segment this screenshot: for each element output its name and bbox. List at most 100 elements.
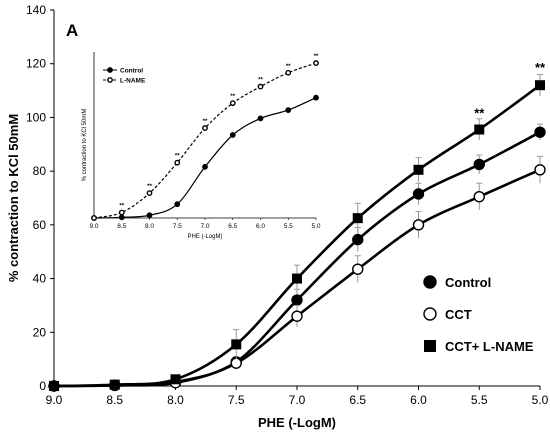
inset-data-point bbox=[118, 214, 125, 221]
inset-data-point bbox=[91, 215, 97, 221]
data-point bbox=[474, 124, 485, 135]
legend-item: CCT bbox=[423, 307, 472, 322]
inset-data-point bbox=[229, 132, 236, 138]
data-point bbox=[534, 126, 546, 138]
inset-significance-marker: ** bbox=[119, 203, 124, 209]
inset-data-point bbox=[313, 60, 319, 66]
inset-x-tick-label: 8.5 bbox=[117, 223, 126, 230]
inset-significance-marker: ** bbox=[314, 54, 319, 60]
x-axis-title: PHE (-LogM) bbox=[258, 415, 336, 430]
inset-legend-label: L-NAME bbox=[120, 78, 146, 85]
y-tick-label: 60 bbox=[33, 218, 47, 232]
inset-data-point bbox=[202, 125, 208, 131]
legend-marker bbox=[423, 275, 437, 289]
inset-data-point bbox=[257, 115, 264, 122]
inset-x-tick-label: 8.0 bbox=[145, 223, 154, 230]
y-tick-label: 20 bbox=[33, 325, 47, 339]
inset-legend: Control L-NAME bbox=[103, 67, 146, 85]
inset-data-point bbox=[313, 94, 319, 101]
y-tick-label: 100 bbox=[26, 110, 46, 124]
inset-data-point bbox=[118, 209, 125, 216]
inset-significance-marker: ** bbox=[258, 78, 263, 84]
inset-data-point bbox=[257, 83, 264, 90]
significance-marker: ** bbox=[474, 105, 485, 120]
data-point bbox=[170, 374, 181, 385]
inset-x-tick-label: 6.5 bbox=[228, 223, 237, 230]
data-point bbox=[231, 339, 242, 350]
data-point bbox=[413, 164, 424, 175]
legend-item: CCT+ L-NAME bbox=[424, 339, 534, 354]
significance-marker: ** bbox=[535, 60, 546, 75]
x-tick-label: 7.0 bbox=[289, 393, 306, 407]
inset-data-point bbox=[202, 163, 208, 170]
inset-series-line bbox=[93, 62, 317, 219]
data-point bbox=[352, 213, 363, 224]
data-point bbox=[473, 190, 485, 203]
legend-label: Control bbox=[445, 275, 491, 290]
x-tick-label: 9.0 bbox=[46, 393, 63, 407]
series-cct-l-name bbox=[49, 73, 545, 391]
legend: Control CCT CCT+ L-NAME bbox=[423, 275, 534, 354]
data-point bbox=[49, 381, 59, 391]
inset-legend-label: Control bbox=[120, 68, 143, 75]
x-tick-label: 5.5 bbox=[471, 393, 488, 407]
legend-item: Control bbox=[423, 275, 491, 290]
legend-label: CCT+ L-NAME bbox=[445, 339, 534, 354]
inset-data-point bbox=[174, 159, 181, 166]
x-tick-label: 5.0 bbox=[532, 393, 549, 407]
x-tick-label: 6.0 bbox=[410, 393, 427, 407]
data-point bbox=[230, 357, 242, 369]
inset-x-tick-label: 7.5 bbox=[173, 223, 182, 230]
data-point bbox=[412, 219, 425, 231]
inset-significance-marker: ** bbox=[286, 64, 291, 70]
data-point bbox=[534, 164, 546, 176]
inset-chart: 9.0 8.5 8.0 7.5 7.0 6.5 6.0 5.5 5.0 PHE (-LogM) % … bbox=[82, 52, 321, 240]
inset-data-point bbox=[285, 107, 292, 114]
data-point bbox=[292, 273, 302, 284]
inset-y-axis-title: % contraction to KCl 50mM bbox=[82, 109, 88, 182]
legend-marker bbox=[424, 340, 436, 352]
inset-series-line bbox=[93, 97, 317, 219]
inset-x-tick-label: 7.0 bbox=[200, 223, 209, 230]
main-chart: 0 20 40 60 80 100 120 140 9.0 8.5 8.0 7.5 7.0 6.5 6.0 5… bbox=[6, 3, 549, 430]
inset-significance-marker: ** bbox=[147, 184, 152, 190]
inset-significance-marker: ** bbox=[175, 154, 180, 160]
x-tick-label: 7.5 bbox=[228, 393, 245, 407]
y-tick-label: 140 bbox=[26, 3, 46, 17]
inset-series-control bbox=[91, 94, 319, 221]
legend-label: CCT bbox=[445, 307, 472, 322]
legend-marker bbox=[423, 307, 437, 321]
inset-legend-marker bbox=[107, 67, 113, 73]
inset-x-tick-label: 5.0 bbox=[311, 223, 320, 230]
data-point bbox=[291, 294, 303, 306]
inset-data-point bbox=[229, 100, 236, 107]
inset-legend-marker bbox=[107, 77, 113, 83]
inset-data-point bbox=[146, 190, 153, 197]
y-axis-title: % contraction to KCl 50mM bbox=[6, 114, 21, 282]
x-tick-label: 6.5 bbox=[349, 393, 366, 407]
inset-data-point bbox=[285, 69, 292, 76]
y-tick-label: 80 bbox=[33, 164, 47, 178]
data-point bbox=[412, 188, 425, 200]
inset-data-point bbox=[146, 212, 153, 219]
x-tick-label: 8.0 bbox=[167, 393, 184, 407]
inset-significance-marker: ** bbox=[230, 94, 235, 100]
inset-x-tick-label: 5.5 bbox=[284, 223, 293, 230]
data-point bbox=[291, 310, 303, 322]
inset-significance-marker: ** bbox=[203, 119, 208, 125]
y-tick-label: 120 bbox=[26, 57, 46, 71]
panel-label: A bbox=[66, 21, 78, 40]
data-point bbox=[109, 379, 120, 390]
data-point bbox=[352, 263, 364, 275]
x-tick-label: 8.5 bbox=[106, 393, 123, 407]
y-tick-label: 40 bbox=[33, 272, 47, 286]
data-point bbox=[352, 233, 364, 246]
data-point bbox=[473, 158, 485, 171]
inset-x-tick-label: 9.0 bbox=[89, 223, 98, 230]
inset-x-tick-label: 6.0 bbox=[256, 223, 265, 230]
inset-x-axis-title: PHE (-LogM) bbox=[187, 234, 222, 240]
data-point bbox=[535, 80, 545, 91]
inset-series-l-name bbox=[91, 60, 319, 221]
inset-legend-item: L-NAME bbox=[103, 77, 146, 85]
